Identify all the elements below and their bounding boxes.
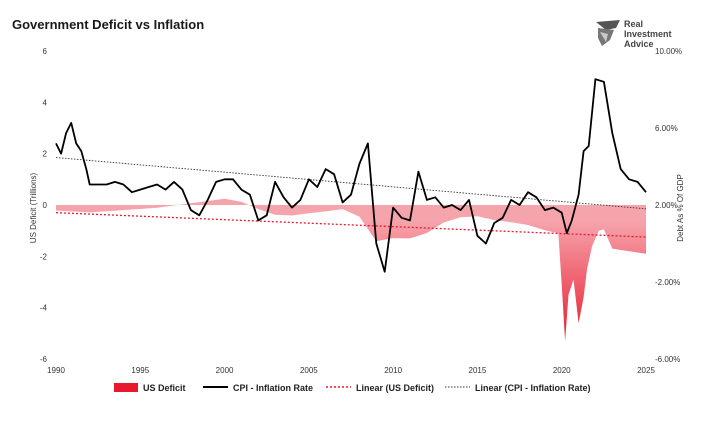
- axes: 6 4 2 0 -2 -4 -6 10.00% 6.00% 2.00% -2.00% -6.00% 19…: [40, 47, 682, 375]
- y-tick-label: -6: [40, 355, 48, 364]
- x-tick-label: 2020: [553, 366, 571, 375]
- plot-area: [55, 78, 647, 341]
- y-tick-label: 6: [43, 47, 48, 56]
- x-tick-label: 1995: [131, 366, 149, 375]
- y-tick-label: -2: [40, 252, 48, 261]
- eagle-logo-icon: [596, 20, 620, 46]
- y-tick-label: 2: [43, 150, 48, 159]
- trend-line-cpi: [55, 157, 647, 210]
- cpi-line: [55, 78, 647, 273]
- y-tick-label: 4: [43, 98, 48, 107]
- brand-name-line2: Investment: [624, 29, 672, 39]
- y-tick-label: 0: [43, 201, 48, 210]
- x-tick-label: 1990: [47, 366, 65, 375]
- brand-name-line3: Advice: [624, 39, 654, 49]
- brand-name-line1: Real: [624, 19, 643, 29]
- x-tick-label: 2025: [637, 366, 655, 375]
- deficit-area: [56, 198, 646, 341]
- legend-label-trend-cpi: Linear (CPI - Inflation Rate): [475, 383, 591, 393]
- x-tick-label: 2000: [216, 366, 234, 375]
- x-tick-label: 2010: [384, 366, 402, 375]
- x-tick-label: 2005: [300, 366, 318, 375]
- chart-title: Government Deficit vs Inflation: [12, 17, 204, 32]
- y2-tick-label: 2.00%: [655, 201, 678, 210]
- y-axis-label: US Deficit (Trillions): [29, 172, 38, 243]
- y2-axis-label: Debt As % Of GDP: [676, 174, 685, 242]
- y2-tick-label: 6.00%: [655, 124, 678, 133]
- legend-swatch-deficit: [114, 383, 138, 392]
- legend-item-trend-deficit: Linear (US Deficit): [326, 383, 434, 393]
- y2-tick-label: -2.00%: [655, 278, 680, 287]
- legend-label-cpi: CPI - Inflation Rate: [233, 383, 313, 393]
- brand-logo: Real Investment Advice: [596, 19, 672, 49]
- trend-line-deficit: [55, 212, 647, 238]
- legend: US Deficit CPI - Inflation Rate Linear (…: [114, 383, 591, 393]
- legend-item-cpi: CPI - Inflation Rate: [203, 383, 313, 393]
- legend-label-trend-deficit: Linear (US Deficit): [356, 383, 434, 393]
- y2-tick-label: -6.00%: [655, 355, 680, 364]
- legend-item-trend-cpi: Linear (CPI - Inflation Rate): [445, 383, 591, 393]
- legend-label-deficit: US Deficit: [143, 383, 186, 393]
- x-tick-label: 2015: [469, 366, 487, 375]
- y-tick-label: -4: [40, 304, 48, 313]
- y2-tick-label: 10.00%: [655, 47, 682, 56]
- legend-item-deficit: US Deficit: [114, 383, 186, 393]
